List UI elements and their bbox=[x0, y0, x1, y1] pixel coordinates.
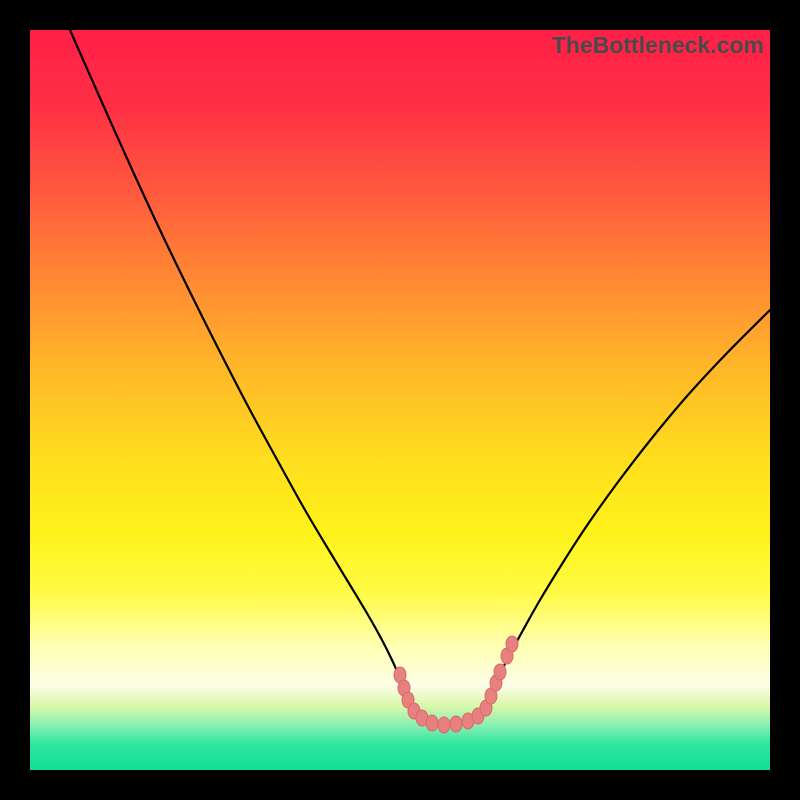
bottleneck-marker bbox=[506, 636, 518, 652]
plot-area bbox=[30, 30, 770, 770]
bottleneck-marker bbox=[426, 715, 438, 731]
chart-frame: TheBottleneck.com bbox=[0, 0, 800, 800]
watermark-text: TheBottleneck.com bbox=[552, 32, 764, 59]
curve-left bbox=[70, 30, 406, 692]
curve-right bbox=[492, 310, 770, 692]
bottleneck-marker bbox=[494, 664, 506, 680]
bottleneck-marker bbox=[450, 716, 462, 732]
bottleneck-marker bbox=[438, 717, 450, 733]
bottleneck-curve bbox=[30, 30, 770, 770]
